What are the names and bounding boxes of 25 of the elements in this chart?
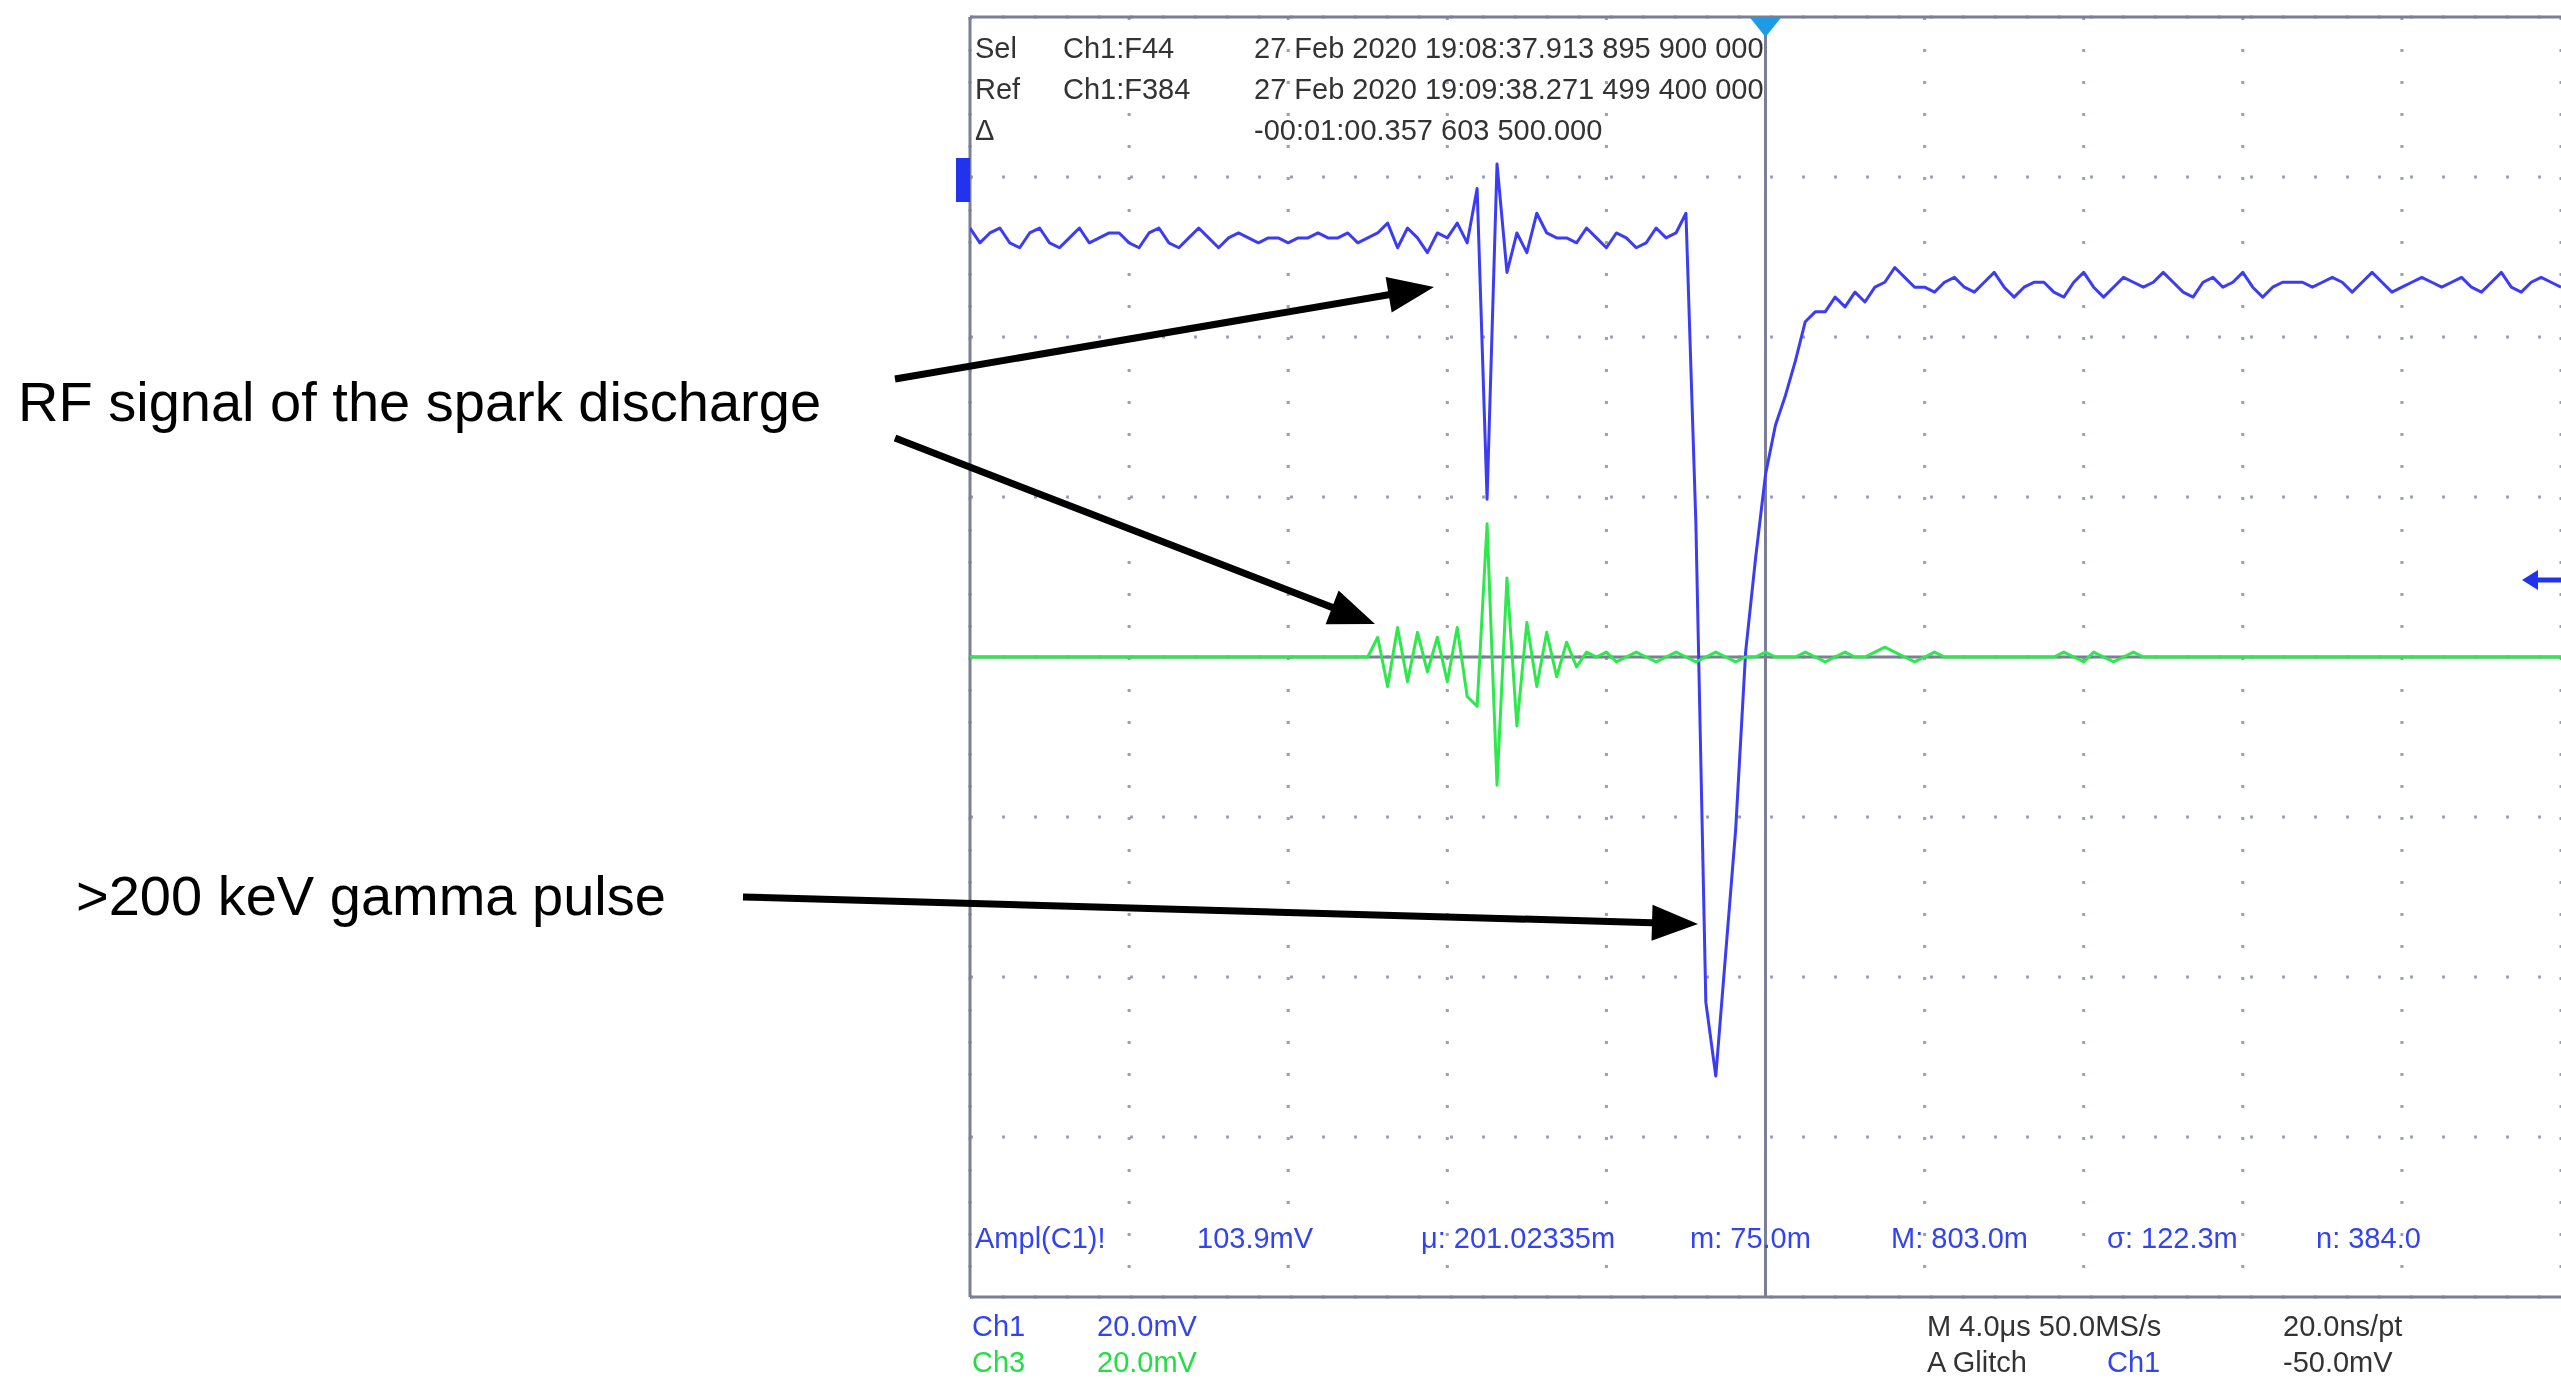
text: Ch1:F384 (1063, 73, 1191, 105)
text: σ: 122.3m (2107, 1222, 2238, 1254)
text: A Glitch (1927, 1346, 2027, 1378)
text: Ch1:F44 (1063, 32, 1175, 64)
text: 20.0ns/pt (2283, 1310, 2403, 1342)
text: 27 Feb 2020 19:09:38.271 499 400 000 (1254, 73, 1764, 105)
text: >200 keV gamma pulse (76, 864, 666, 927)
text: 103.9mV (1197, 1222, 1314, 1254)
text: -00:01:00.357 603 500.000 (1254, 114, 1603, 146)
text: M 4.0μs 50.0MS/s (1927, 1310, 2162, 1342)
text: RF signal of the spark discharge (18, 370, 822, 433)
text: Δ (975, 114, 995, 146)
text: Ref (975, 73, 1022, 105)
text: Ampl(C1)! (975, 1222, 1106, 1254)
text: 20.0mV (1097, 1310, 1198, 1342)
text: Ch1 (972, 1310, 1026, 1342)
text: -50.0mV (2283, 1346, 2394, 1378)
text: 27 Feb 2020 19:08:37.913 895 900 000 (1254, 32, 1764, 64)
text: μ: 201.02335m (1421, 1222, 1616, 1254)
text: Ch3 (972, 1346, 1026, 1378)
text: 20.0mV (1097, 1346, 1198, 1378)
text: n: 384.0 (2316, 1222, 2421, 1254)
text: Sel (975, 32, 1017, 64)
text: Ch1 (2107, 1346, 2161, 1378)
text: M: 803.0m (1891, 1222, 2028, 1254)
